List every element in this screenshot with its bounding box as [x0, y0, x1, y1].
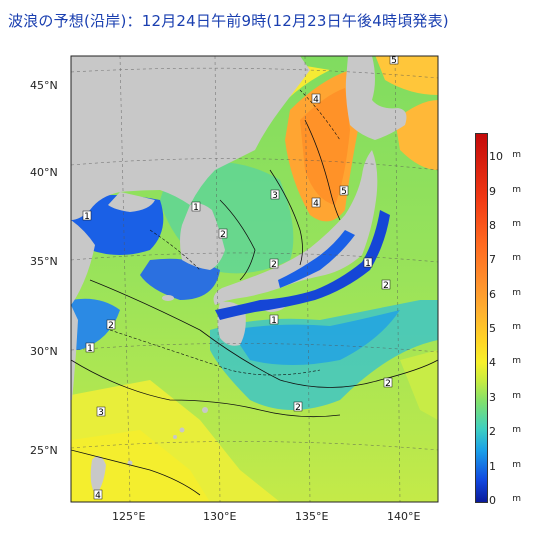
svg-text:1: 1	[84, 212, 90, 222]
svg-text:1: 1	[193, 203, 199, 213]
contour-label-3: 3	[96, 406, 106, 418]
contour-label-4: 4	[311, 197, 321, 209]
contour-label-5: 5	[339, 185, 349, 197]
lat-label-25: 25°N	[30, 444, 58, 457]
lat-label-45: 45°N	[30, 79, 58, 92]
colorbar-tick-10: 10 m	[489, 150, 521, 163]
contour-label-1: 1	[191, 201, 201, 213]
lat-label-35: 35°N	[30, 255, 58, 268]
contour-label-4: 4	[311, 93, 321, 105]
lat-label-40: 40°N	[30, 166, 58, 179]
contour-label-2: 2	[383, 377, 393, 389]
svg-text:1: 1	[365, 259, 371, 269]
contour-label-3: 3	[270, 189, 280, 201]
svg-text:5: 5	[341, 187, 347, 197]
wave-height-colorbar	[475, 133, 488, 503]
contour-label-2: 2	[269, 258, 279, 270]
svg-text:4: 4	[95, 491, 101, 501]
land-hokkaido	[345, 56, 407, 140]
svg-text:3: 3	[272, 191, 278, 201]
map-title: 波浪の予想(沿岸)：12月24日午前9時(12月23日午後4時頃発表)	[8, 12, 449, 30]
svg-text:3: 3	[98, 408, 104, 418]
lon-label-125: 125°E	[112, 510, 146, 523]
contour-label-5: 5	[389, 56, 399, 66]
contour-label-2: 2	[218, 228, 228, 240]
svg-text:4: 4	[313, 95, 319, 105]
lon-label-135: 135°E	[295, 510, 329, 523]
contour-label-1: 1	[269, 314, 279, 326]
land-asia	[71, 56, 310, 220]
svg-text:5: 5	[391, 56, 397, 66]
svg-text:1: 1	[87, 344, 93, 354]
land-honshu	[213, 150, 378, 305]
contour-label-2: 2	[293, 401, 303, 413]
contour-label-1: 1	[363, 257, 373, 269]
svg-text:1: 1	[271, 316, 277, 326]
contour-label-2: 2	[106, 319, 116, 331]
lon-label-140: 140°E	[387, 510, 421, 523]
lat-label-30: 30°N	[30, 345, 58, 358]
land-taiwan	[90, 456, 106, 495]
map-frame	[70, 55, 439, 503]
lon-label-130: 130°E	[203, 510, 237, 523]
contour-label-2: 2	[381, 279, 391, 291]
contour-label-1: 1	[85, 342, 95, 354]
contour-label-1: 1	[82, 210, 92, 222]
svg-text:2: 2	[108, 321, 114, 331]
contour-label-4: 4	[93, 489, 103, 501]
svg-text:2: 2	[220, 230, 226, 240]
svg-text:2: 2	[385, 379, 391, 389]
svg-text:4: 4	[313, 199, 319, 209]
svg-text:2: 2	[383, 281, 389, 291]
svg-text:2: 2	[271, 260, 277, 270]
svg-text:2: 2	[295, 403, 301, 413]
